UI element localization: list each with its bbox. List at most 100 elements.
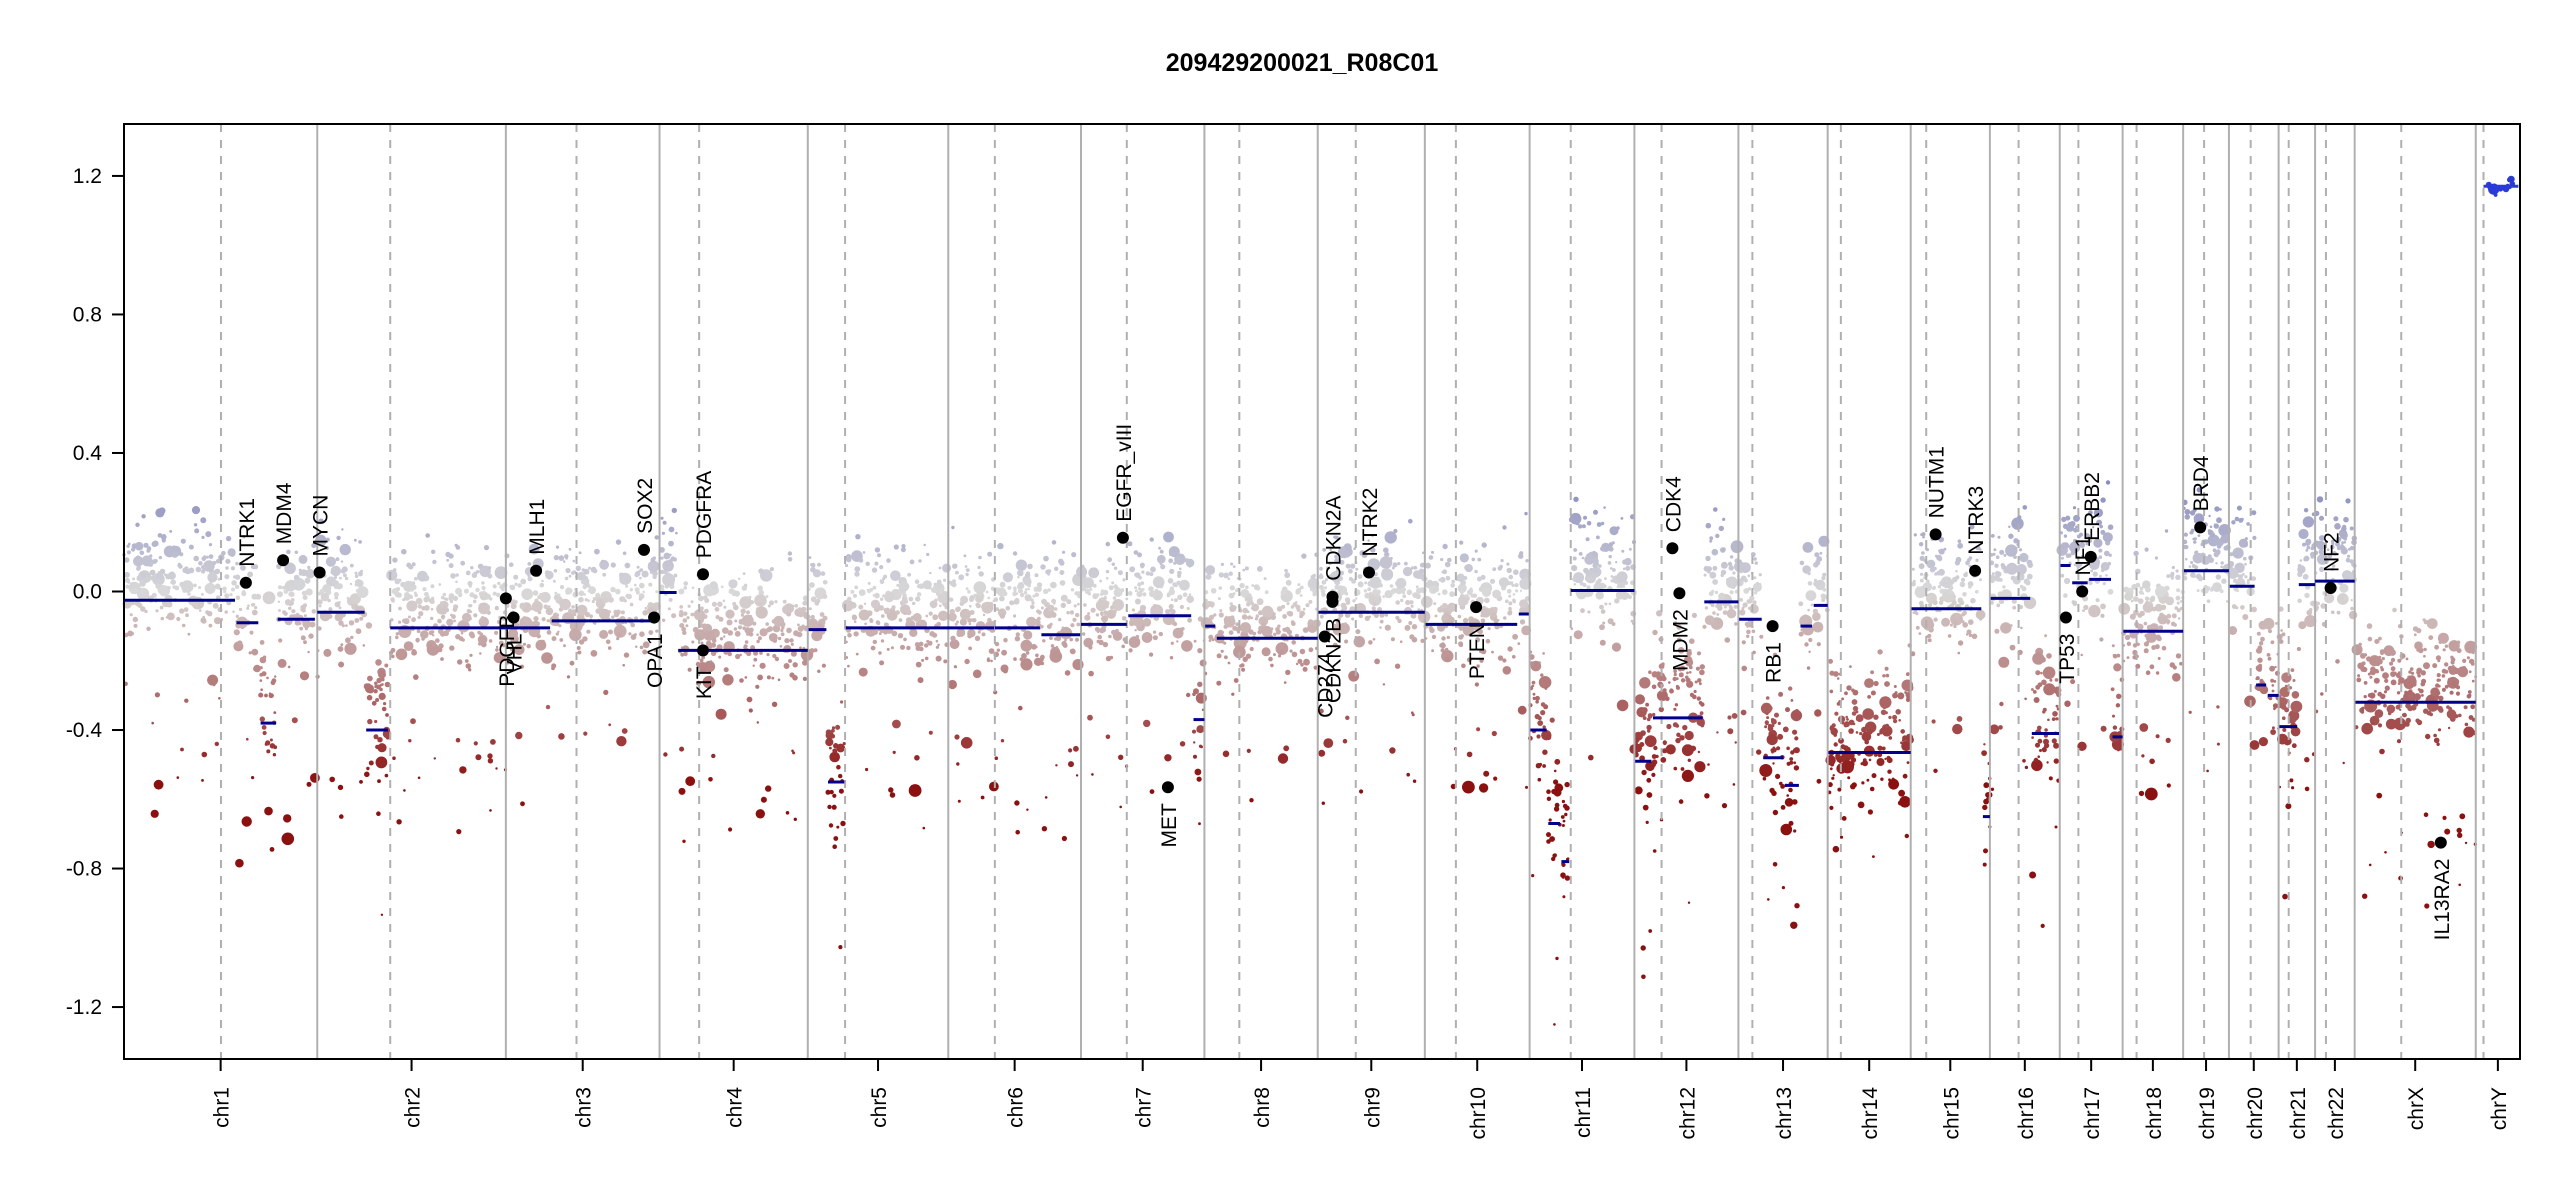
probe-point <box>1673 621 1678 626</box>
probe-point <box>2020 577 2024 581</box>
probe-point <box>479 632 484 637</box>
probe-point <box>1310 574 1316 580</box>
probe-point <box>1445 656 1451 662</box>
probe-point <box>2340 545 2346 551</box>
probe-point <box>1772 809 1779 816</box>
probe-point <box>1622 567 1626 571</box>
probe-point <box>792 662 798 668</box>
probe-point <box>1087 612 1091 615</box>
probe-point <box>426 643 440 656</box>
probe-point <box>2320 603 2327 609</box>
probe-point <box>282 610 287 615</box>
probe-point <box>1815 560 1821 566</box>
probe-point <box>266 676 269 680</box>
probe-point <box>2271 726 2275 730</box>
probe-point <box>1596 522 1602 527</box>
probe-point <box>872 585 877 590</box>
probe-point <box>1344 544 1352 552</box>
probe-point <box>289 580 295 586</box>
probe-point <box>1874 753 1878 757</box>
probe-point <box>1855 718 1859 721</box>
probe-point <box>748 708 753 713</box>
probe-point <box>2351 644 2363 656</box>
probe-point <box>1105 569 1110 574</box>
probe-point <box>1047 569 1052 573</box>
probe-point <box>1228 592 1235 599</box>
probe-point <box>1212 613 1216 617</box>
probe-point <box>1320 608 1324 611</box>
probe-point <box>1334 554 1338 559</box>
probe-point <box>453 619 456 623</box>
probe-point <box>1957 597 1964 603</box>
probe-point <box>1831 776 1835 780</box>
probe-point <box>1599 579 1602 582</box>
probe-point <box>1308 647 1314 653</box>
probe-point <box>126 550 131 555</box>
probe-point <box>254 606 258 610</box>
x-tick-label: chr18 <box>2143 1087 2166 1140</box>
probe-point <box>1364 581 1368 585</box>
probe-point <box>1389 747 1396 754</box>
probe-point <box>258 692 264 698</box>
probe-point <box>2464 841 2468 845</box>
probe-point <box>1457 583 1467 593</box>
probe-point <box>2343 536 2348 541</box>
probe-point <box>1954 614 1959 619</box>
probe-point <box>194 528 200 534</box>
probe-point <box>1999 578 2003 582</box>
probe-point <box>1893 685 1897 688</box>
probe-point <box>1318 708 1324 714</box>
probe-point <box>1950 580 1955 584</box>
probe-point <box>2098 555 2103 559</box>
probe-point <box>727 630 731 633</box>
probe-point <box>483 545 490 551</box>
probe-point <box>2022 759 2026 763</box>
probe-point <box>969 595 975 601</box>
probe-point <box>1600 521 1605 526</box>
probe-point <box>401 548 407 555</box>
probe-point <box>1922 619 1935 631</box>
probe-point <box>551 663 557 669</box>
gene-label: NF2 <box>2321 532 2344 572</box>
probe-point <box>317 599 323 605</box>
probe-point <box>1564 875 1571 881</box>
probe-point <box>1729 590 1734 595</box>
probe-point <box>1302 607 1306 611</box>
probe-point <box>2243 556 2247 561</box>
probe-point <box>1610 567 1613 570</box>
probe-point <box>983 585 986 589</box>
gene-marker <box>1363 566 1375 579</box>
probe-point <box>1806 666 1811 670</box>
probe-point <box>1734 561 1745 573</box>
probe-point <box>1474 682 1479 687</box>
probe-point <box>1727 715 1732 720</box>
probe-point <box>1133 616 1144 627</box>
probe-point <box>1431 649 1434 653</box>
probe-point <box>374 719 378 724</box>
probe-point <box>1587 610 1591 614</box>
probe-point <box>608 629 613 635</box>
probe-point <box>482 606 488 613</box>
probe-point <box>526 644 531 649</box>
probe-point <box>2421 694 2424 697</box>
probe-point <box>499 584 505 590</box>
probe-point <box>2390 679 2397 686</box>
probe-point <box>1633 743 1643 753</box>
probe-point <box>1040 625 1044 629</box>
probe-point <box>638 597 643 601</box>
probe-point <box>1819 551 1823 555</box>
probe-point <box>956 606 961 612</box>
probe-point <box>1395 615 1400 621</box>
probe-point <box>669 553 672 557</box>
probe-point <box>364 771 370 778</box>
probe-point <box>2221 578 2227 584</box>
probe-point <box>202 615 206 619</box>
probe-point <box>1641 769 1647 776</box>
probe-point <box>2493 193 2498 197</box>
probe-point <box>260 688 263 691</box>
probe-point <box>1578 524 1583 529</box>
probe-point <box>1555 956 1559 961</box>
probe-point <box>2406 676 2417 687</box>
probe-point <box>583 731 588 736</box>
probe-point <box>380 913 384 916</box>
